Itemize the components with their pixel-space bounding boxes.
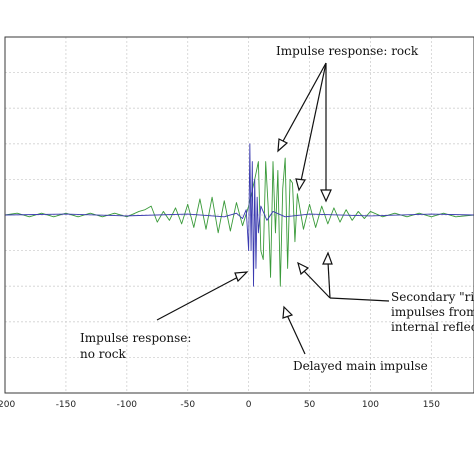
arrow-rock-1-head	[277, 138, 289, 153]
annotation-secondary-line-3: internal reflect	[391, 320, 474, 334]
grid	[4, 37, 474, 393]
arrow-rock-3-head	[320, 189, 332, 203]
annotation-secondary-line-2: impulses from	[391, 305, 474, 319]
annotation-delayed: Delayed main impulse	[293, 359, 428, 373]
arrow-secondary-1	[329, 297, 390, 302]
x-tick-label-7: 150	[423, 400, 440, 410]
arrow-secondary-3-head	[322, 251, 333, 265]
x-tick-label-1: -150	[56, 400, 77, 410]
arrow-delayed-head	[282, 305, 294, 319]
arrow-secondary-2	[302, 269, 331, 299]
annotation-no-rock: Impulse response: no rock	[80, 331, 191, 361]
plot-frame	[4, 36, 474, 394]
x-axis-ticks: -200 -150 -100 -50 0 50 100 150	[0, 400, 440, 410]
arrow-delayed	[286, 314, 306, 355]
annotation-delayed-line-1: Delayed main impulse	[293, 359, 428, 373]
series-line-0	[4, 157, 474, 287]
annotation-rock: Impulse response: rock	[276, 44, 419, 58]
arrow-rock-2	[300, 62, 327, 182]
annotation-no-rock-line-1: Impulse response:	[80, 331, 191, 345]
annotation-no-rock-line-2: no rock	[80, 347, 126, 361]
series-lines	[4, 143, 474, 287]
arrow-secondary-2-head	[297, 261, 310, 276]
arrow-rock-2-head	[295, 178, 306, 192]
x-tick-label-6: 100	[362, 400, 379, 410]
x-tick-label-5: 50	[304, 400, 316, 410]
annotation-secondary-line-1: Secondary "rin	[391, 290, 474, 304]
x-tick-label-2: -100	[117, 400, 138, 410]
annotation-arrows	[156, 62, 390, 355]
arrow-rock-1	[281, 62, 327, 144]
annotation-secondary: Secondary "rin impulses from internal re…	[391, 290, 474, 334]
annotation-rock-line-1: Impulse response: rock	[276, 44, 419, 58]
arrow-secondary-3	[327, 261, 331, 299]
x-tick-label-0: -200	[0, 400, 15, 410]
series-line-1	[4, 143, 474, 287]
arrow-no-rock	[156, 275, 241, 321]
arrow-no-rock-head	[234, 271, 249, 283]
x-tick-label-4: 0	[246, 400, 252, 410]
x-tick-label-3: -50	[180, 400, 195, 410]
